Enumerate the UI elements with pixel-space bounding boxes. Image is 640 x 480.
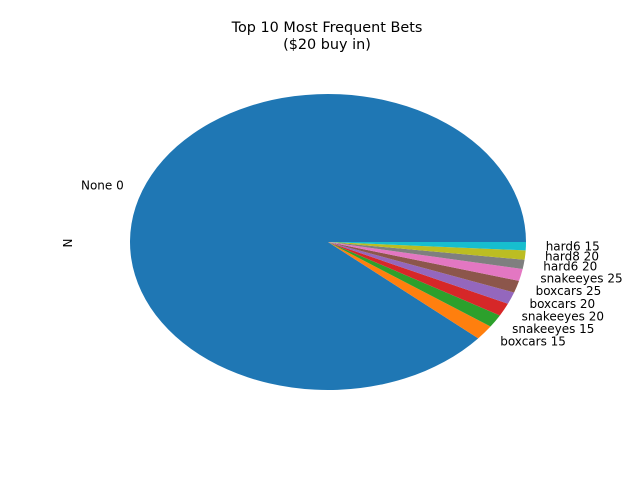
pie-slice bbox=[328, 242, 520, 293]
pie-slice bbox=[328, 242, 508, 316]
pie-slice bbox=[328, 242, 491, 339]
chart-subtitle: ($20 buy in) bbox=[283, 37, 371, 53]
pie-slice bbox=[328, 242, 525, 270]
pie-slice bbox=[130, 93, 526, 390]
slice-label: boxcars 25 bbox=[536, 284, 602, 298]
slice-label: snakeeyes 25 bbox=[540, 271, 622, 285]
slice-label: None 0 bbox=[81, 178, 124, 192]
slice-label: hard8 20 bbox=[545, 249, 599, 263]
y-axis-label: N bbox=[61, 239, 75, 248]
pie-slice bbox=[328, 242, 523, 281]
pie-slice bbox=[328, 242, 526, 260]
slice-label: boxcars 20 bbox=[529, 297, 595, 311]
chart-title: Top 10 Most Frequent Bets bbox=[231, 20, 423, 36]
slice-label: boxcars 15 bbox=[500, 335, 566, 349]
pie-slice bbox=[328, 242, 526, 251]
slice-label: snakeeyes 15 bbox=[512, 322, 594, 336]
slice-label: snakeeyes 20 bbox=[522, 309, 604, 323]
pie-slice bbox=[328, 242, 500, 327]
pie-slice bbox=[328, 242, 515, 304]
pie-slices bbox=[130, 93, 526, 390]
slice-label: hard6 20 bbox=[543, 260, 597, 274]
slice-label: hard6 15 bbox=[546, 240, 600, 254]
